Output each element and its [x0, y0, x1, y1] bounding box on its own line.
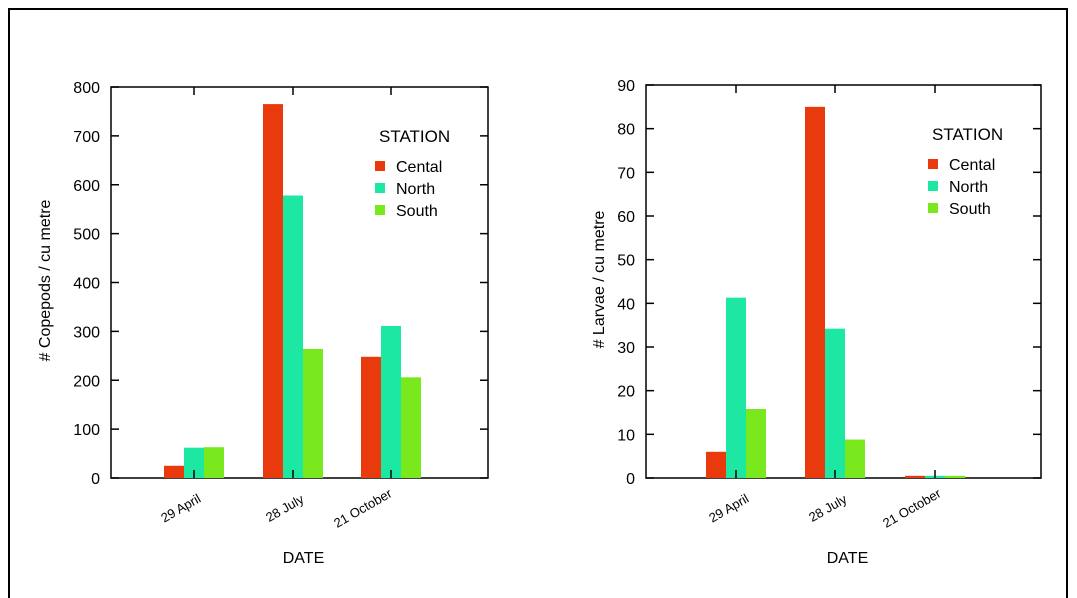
bar-north-28-july [283, 195, 303, 478]
y-tick-label: 300 [73, 324, 100, 341]
y-tick-label: 800 [73, 80, 100, 97]
y-tick-label: 10 [617, 427, 635, 444]
legend-label-cental: Cental [396, 159, 442, 176]
legend-title: STATION [932, 125, 1003, 144]
legend-swatch-cental [928, 159, 938, 169]
legend-swatch-south [928, 203, 938, 213]
x-tick-label: 21 October [880, 485, 944, 530]
bar-north-28-july [825, 328, 845, 478]
x-axis-label: DATE [283, 550, 324, 567]
legend-swatch-north [375, 183, 385, 193]
figure-frame [8, 8, 1068, 598]
bar-cental-21-october [361, 356, 381, 478]
bar-south-21-october [401, 377, 421, 478]
y-tick-label: 0 [626, 471, 635, 488]
bar-south-29-april [746, 409, 766, 478]
bar-south-21-october [945, 475, 965, 478]
bar-cental-28-july [805, 106, 825, 478]
bar-south-28-july [845, 439, 865, 478]
bar-cental-29-april [706, 451, 726, 478]
x-axis-label: DATE [827, 550, 868, 567]
legend-swatch-cental [375, 161, 385, 171]
x-tick-label: 29 April [706, 491, 751, 526]
y-tick-label: 700 [73, 129, 100, 146]
chart-2: 0 10 20 30 40 50 60 70 80 90 29 April 28 July 21 Oct… [591, 78, 1042, 567]
x-tick-label: 28 July [806, 491, 850, 525]
legend-label-south: South [396, 203, 438, 220]
bar-south-29-april [204, 447, 224, 478]
y-axis-label: # Larvae / cu metre [591, 210, 608, 348]
legend-title: STATION [379, 127, 450, 146]
y-tick-label: 500 [73, 227, 100, 244]
bar-cental-28-july [263, 104, 283, 478]
y-tick-label: 90 [617, 78, 635, 95]
y-tick-label: 600 [73, 178, 100, 195]
x-tick-label: 21 October [331, 485, 395, 530]
chart-1: 0 100 200 300 400 500 600 700 800 29 April 28 July… [37, 80, 489, 567]
bar-north-29-april [184, 447, 204, 478]
legend: STATION Cental North South [375, 127, 450, 220]
y-tick-label: 40 [617, 296, 635, 313]
y-axis-label: # Copepods / cu metre [37, 199, 54, 361]
legend: STATION Cental North South [928, 125, 1003, 218]
legend-label-north: North [949, 179, 988, 196]
legend-swatch-north [928, 181, 938, 191]
legend-label-south: South [949, 201, 991, 218]
y-tick-label: 30 [617, 340, 635, 357]
bar-north-29-april [726, 297, 746, 478]
bar-cental-21-october [905, 475, 925, 478]
bar-south-28-july [303, 348, 323, 478]
y-tick-label: 60 [617, 209, 635, 226]
legend-swatch-south [375, 205, 385, 215]
y-tick-label: 80 [617, 122, 635, 139]
y-tick-label: 400 [73, 276, 100, 293]
bar-cental-29-april [164, 465, 184, 478]
x-tick-label: 29 April [158, 491, 203, 526]
y-tick-label: 200 [73, 373, 100, 390]
y-tick-label: 100 [73, 422, 100, 439]
y-tick-label: 0 [91, 471, 100, 488]
y-tick-label: 50 [617, 253, 635, 270]
y-tick-label: 20 [617, 384, 635, 401]
x-tick-label: 28 July [263, 491, 307, 525]
legend-label-cental: Cental [949, 157, 995, 174]
y-tick-label: 70 [617, 165, 635, 182]
bar-north-21-october [381, 325, 401, 478]
legend-label-north: North [396, 181, 435, 198]
